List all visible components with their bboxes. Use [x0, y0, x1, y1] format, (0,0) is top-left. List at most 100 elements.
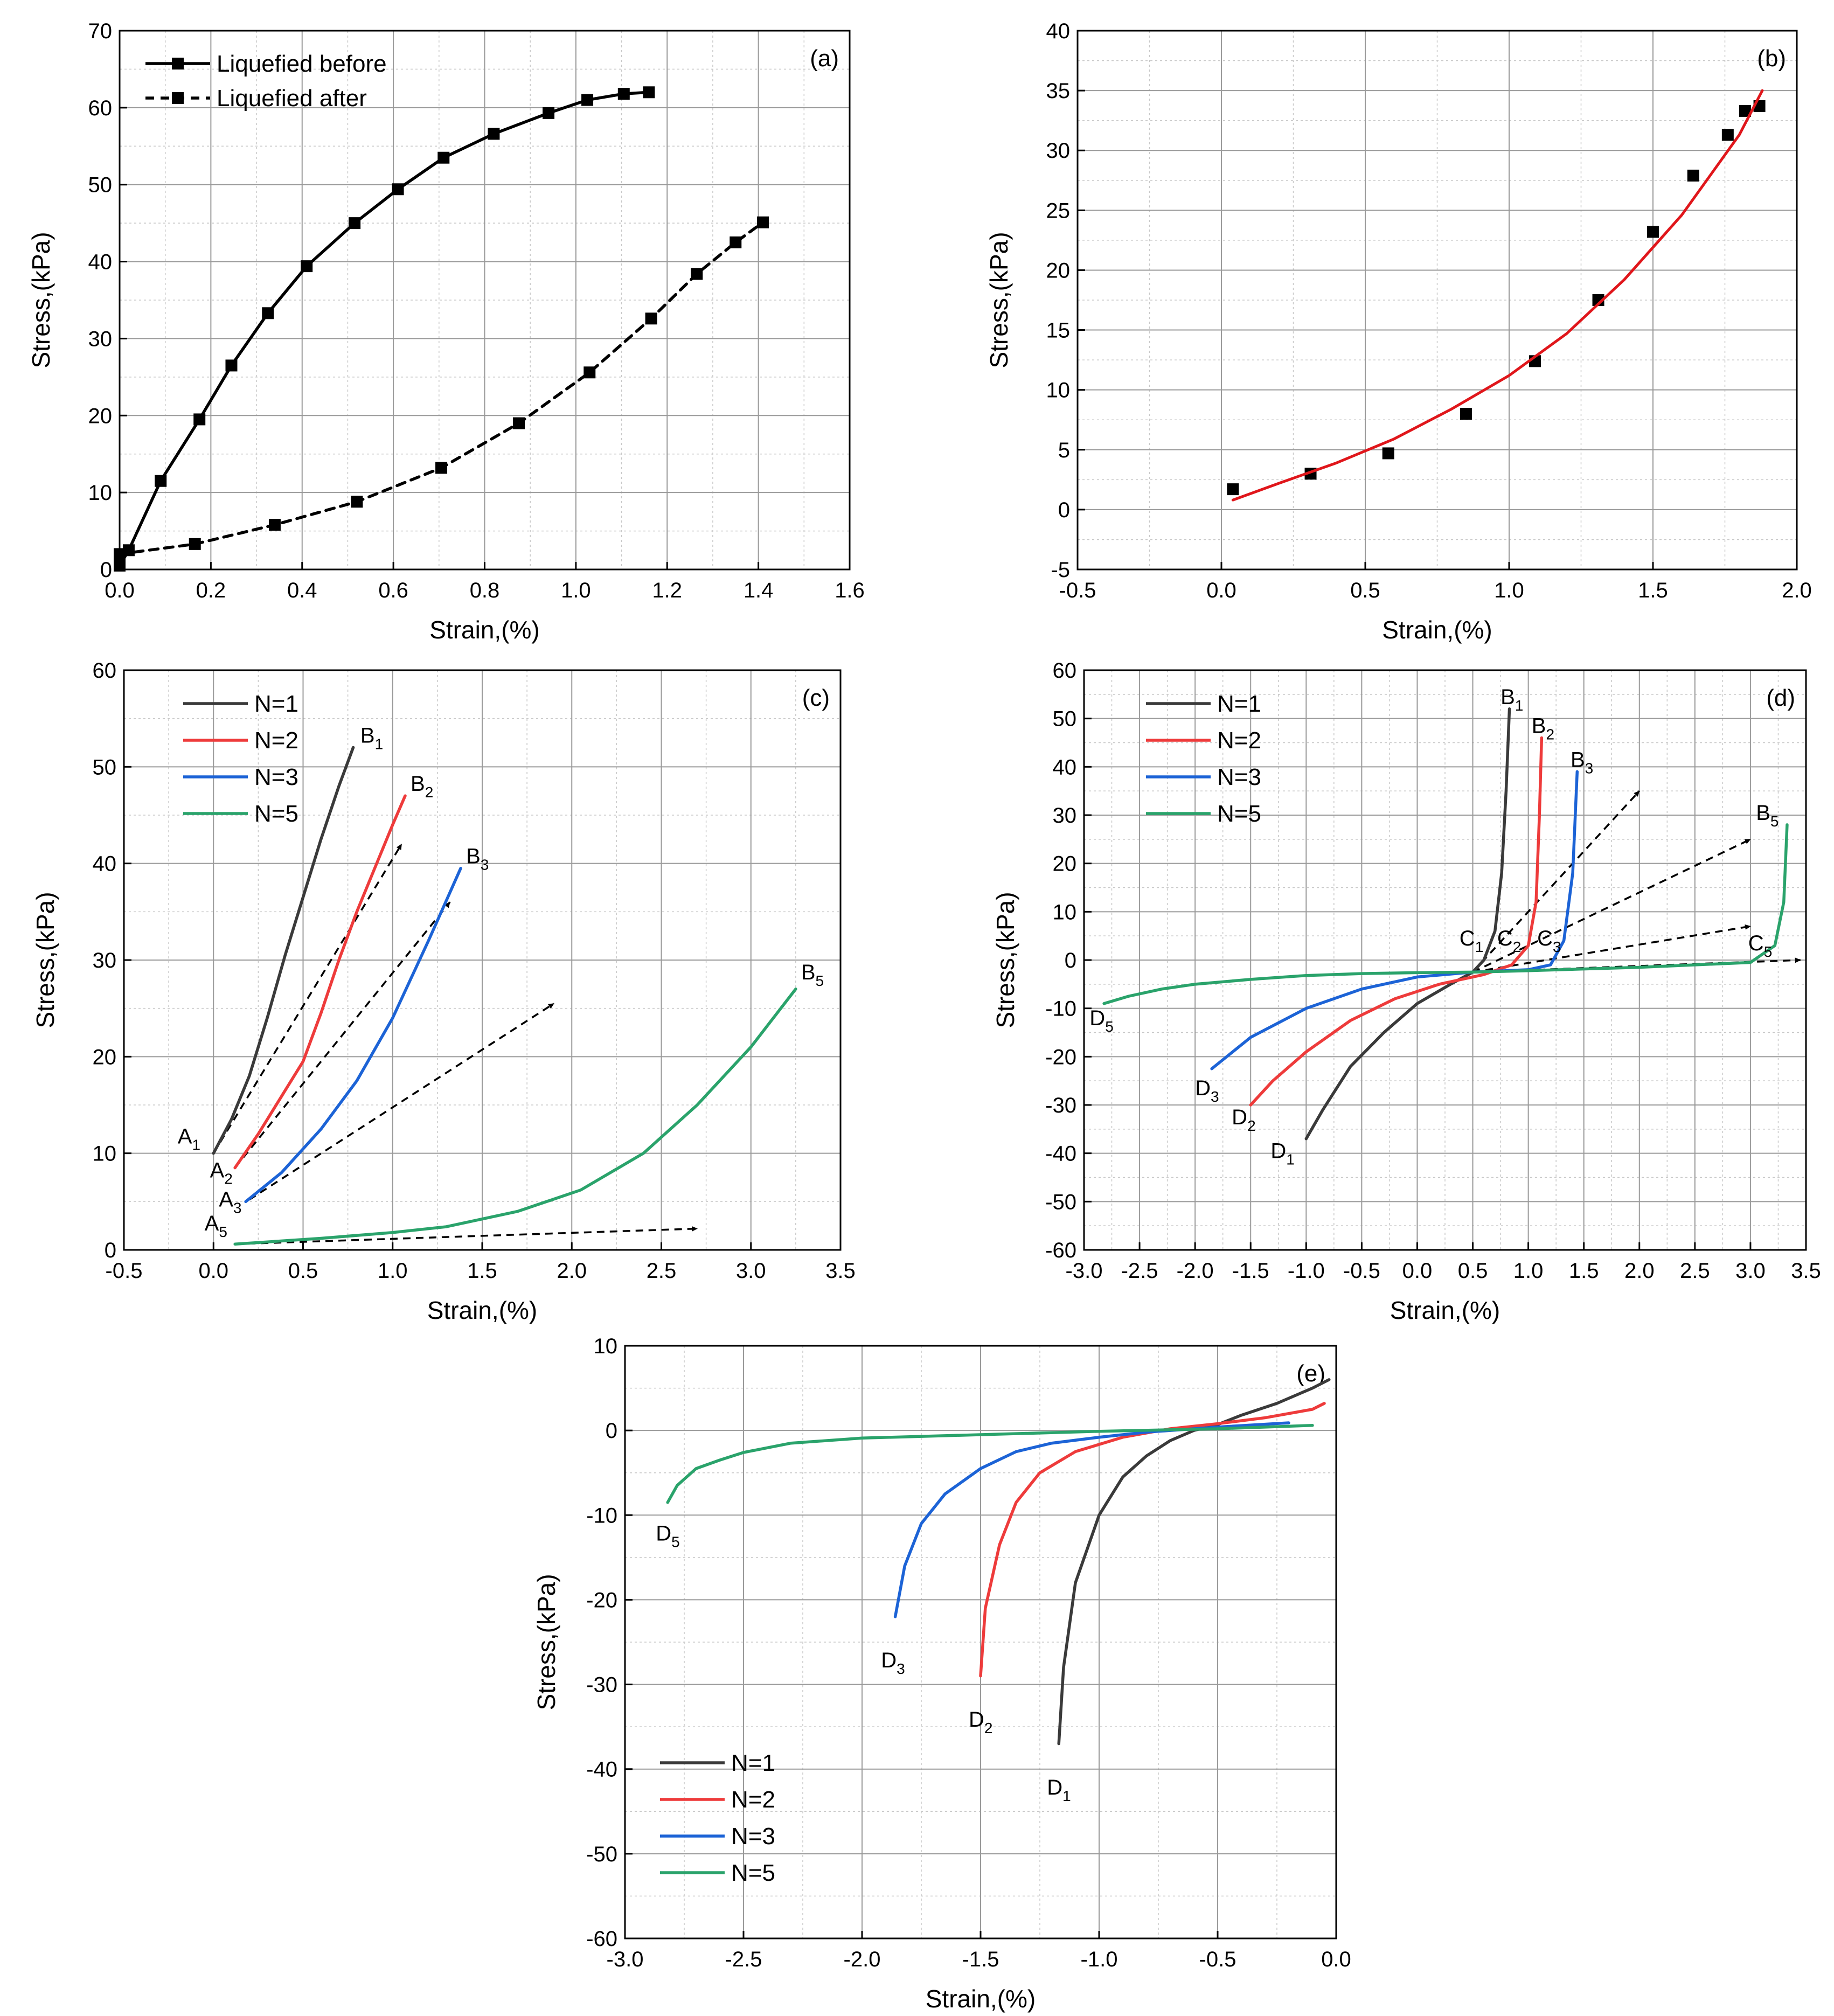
y-tick-label: 5	[1058, 439, 1070, 462]
x-tick-label: -2.5	[725, 1948, 762, 1971]
annotation-letter: D	[1232, 1106, 1247, 1129]
legend-label: N=1	[254, 691, 298, 717]
y-tick-label: 35	[1046, 79, 1071, 103]
y-tick-label: -20	[1045, 1045, 1076, 1069]
point-annotation: D2	[969, 1708, 992, 1736]
y-tick-label: -5	[1051, 558, 1070, 582]
data-point	[1647, 226, 1659, 238]
point-annotation: D1	[1047, 1776, 1071, 1804]
annotation-subscript: 5	[816, 972, 824, 989]
x-tick-label: 2.5	[1680, 1259, 1710, 1283]
panel-a: 0.0 0.2 0.4 0.6 0.8 1.0 1.2 1.4 1.6 0 10 20 30 40 50 60…	[27, 19, 865, 644]
data-point	[301, 260, 313, 273]
annotation-letter: C	[1460, 927, 1475, 950]
annotation-subscript: 3	[481, 857, 489, 873]
point-annotation: C1	[1460, 927, 1483, 955]
x-axis-title: Strain,(%)	[926, 1985, 1036, 2013]
point-annotation: C3	[1537, 927, 1561, 955]
trend-arrow	[1472, 790, 1641, 973]
x-tick-label: -0.5	[1059, 579, 1096, 602]
point-annotation: B2	[1532, 714, 1554, 743]
panel-d: -3.0 -2.5 -2.0 -1.5 -1.0 -0.5 0.0 0.5 1.0 1.5 2.0 2…	[991, 659, 1821, 1324]
x-tick-label: 2.0	[1624, 1259, 1655, 1283]
x-tick-label: -1.5	[962, 1948, 999, 1971]
data-point	[543, 107, 555, 119]
data-point	[114, 548, 126, 560]
y-tick-label: 20	[1046, 259, 1071, 282]
series-line-n-3	[893, 1421, 1290, 1618]
data-point	[193, 413, 206, 426]
series-line-n-2	[233, 794, 407, 1170]
legend-label: N=1	[1217, 691, 1261, 717]
point-annotation: C2	[1497, 927, 1521, 955]
annotation-subscript: 3	[1585, 760, 1594, 776]
panel-label: (c)	[802, 685, 830, 711]
trend-arrow	[248, 1003, 554, 1201]
major-grid	[123, 670, 841, 1250]
annotation-letter: D	[1047, 1776, 1062, 1799]
y-tick-label: 40	[88, 251, 113, 274]
annotation-letter: A	[210, 1159, 225, 1183]
y-tick-label: 25	[1046, 199, 1071, 223]
annotation-subscript: 5	[1105, 1018, 1114, 1035]
x-tick-label: -2.0	[1177, 1259, 1214, 1283]
panel-label: (a)	[810, 45, 839, 72]
data-point	[691, 268, 703, 280]
x-tick-label: -1.0	[1288, 1259, 1325, 1283]
y-tick-label: 70	[88, 19, 113, 43]
annotation-letter: D	[1195, 1076, 1211, 1100]
y-tick-label: 10	[93, 1142, 117, 1166]
trend-arrow	[235, 1226, 698, 1245]
y-tick-label: 50	[93, 755, 117, 779]
annotation-letter: D	[656, 1521, 671, 1545]
annotation-subscript: 1	[1515, 697, 1524, 714]
x-tick-label: 1.0	[1513, 1259, 1544, 1283]
x-tick-label: 3.5	[825, 1259, 856, 1283]
y-axis-title: Stress,(kPa)	[991, 892, 1019, 1028]
legend-label: N=2	[1217, 727, 1261, 754]
data-point	[1721, 129, 1734, 141]
annotation-subscript: 3	[1553, 939, 1561, 955]
x-tick-label: 3.0	[1735, 1259, 1766, 1283]
series-line-n-1	[212, 746, 355, 1155]
y-tick-label: -30	[586, 1673, 617, 1697]
annotation-subscript: 3	[897, 1660, 905, 1677]
data-point	[392, 183, 404, 196]
legend-label: N=2	[731, 1786, 775, 1813]
annotation-letter: B	[411, 772, 425, 796]
y-tick-label: 0	[1065, 949, 1076, 972]
panel-b: -0.5 0.0 0.5 1.0 1.5 2.0 -5 0 5 10 15 20 25 30 35 40 Str…	[985, 19, 1812, 644]
legend-label: N=5	[254, 801, 298, 827]
data-point	[1687, 169, 1699, 182]
series-line-fit	[1231, 89, 1764, 502]
x-tick-label: 0.0	[198, 1259, 228, 1283]
annotation-subscript: 2	[1513, 939, 1522, 955]
x-tick-label: 0.6	[378, 579, 408, 602]
annotation-letter: B	[1756, 801, 1770, 825]
point-annotation: D1	[1270, 1139, 1294, 1168]
point-annotation: B3	[466, 845, 489, 873]
y-axis-title: Stress,(kPa)	[31, 892, 59, 1028]
point-annotation: D5	[1089, 1006, 1113, 1035]
data-point	[645, 312, 657, 325]
annotation-subscript: 2	[224, 1171, 233, 1187]
x-axis-title: Strain,(%)	[1390, 1296, 1500, 1324]
y-tick-label: 50	[1053, 707, 1077, 731]
series-line-liquefied-before	[118, 91, 651, 567]
y-tick-label: 10	[1046, 379, 1071, 402]
data-point	[268, 519, 281, 531]
y-tick-label: 60	[88, 96, 113, 120]
x-tick-label: -0.5	[1343, 1259, 1380, 1283]
annotation-subscript: 3	[233, 1199, 242, 1216]
annotation-subscript: 1	[375, 736, 384, 753]
panel-label: (d)	[1766, 685, 1795, 711]
x-tick-label: 2.0	[557, 1259, 587, 1283]
legend-label: N=3	[731, 1823, 775, 1850]
annotation-letter: C	[1748, 931, 1764, 955]
annotation-subscript: 1	[192, 1137, 200, 1153]
x-axis-title: Strain,(%)	[1382, 616, 1492, 644]
annotation-letter: B	[466, 845, 481, 868]
annotation-letter: A	[219, 1187, 233, 1211]
data-point	[225, 359, 238, 372]
data-point	[757, 216, 769, 228]
